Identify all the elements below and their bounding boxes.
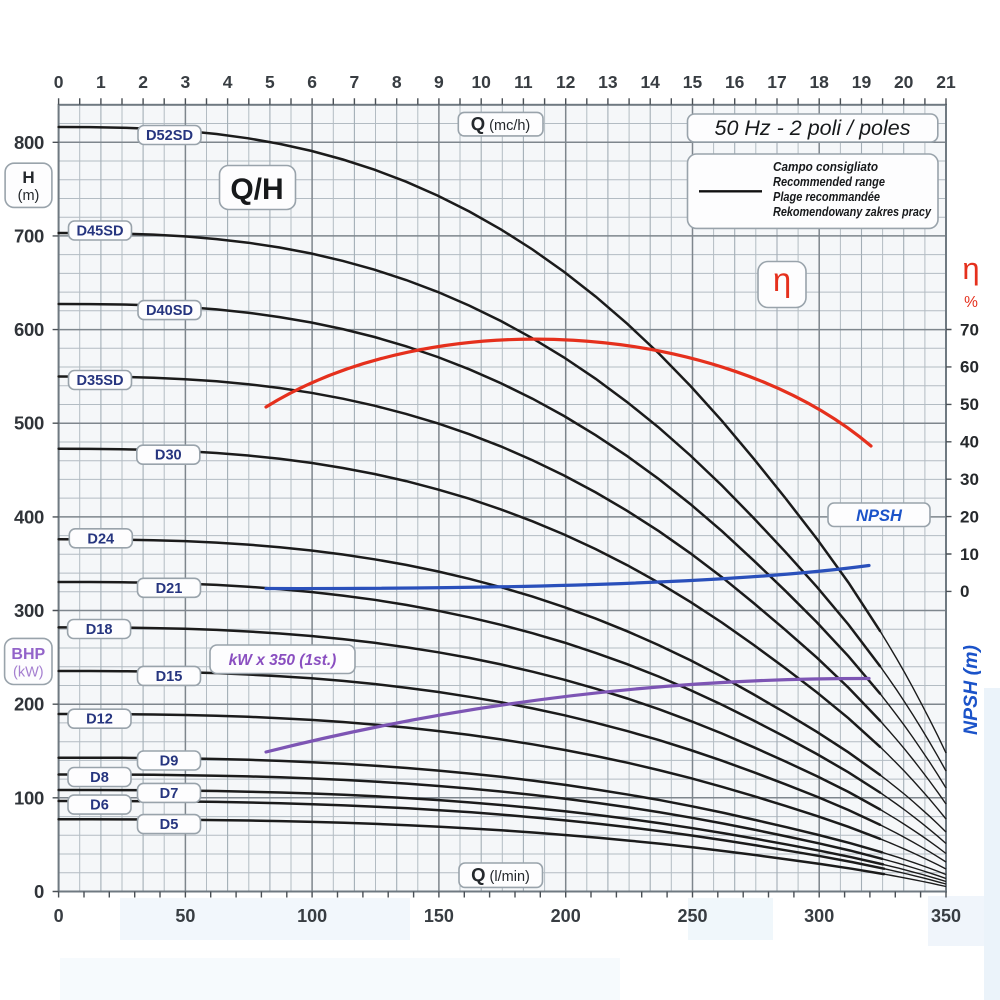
svg-text:0: 0 xyxy=(54,906,64,926)
svg-text:3: 3 xyxy=(181,72,191,92)
svg-text:D15: D15 xyxy=(156,669,183,685)
svg-text:NPSH: NPSH xyxy=(856,507,903,525)
svg-text:5: 5 xyxy=(265,72,275,92)
svg-text:0: 0 xyxy=(54,72,64,92)
svg-text:20: 20 xyxy=(894,72,914,92)
svg-text:Rekomendowany zakres pracy: Rekomendowany zakres pracy xyxy=(773,205,932,219)
svg-text:η: η xyxy=(773,261,791,298)
svg-text:7: 7 xyxy=(350,72,360,92)
svg-text:50: 50 xyxy=(960,395,979,414)
svg-text:D7: D7 xyxy=(160,786,179,802)
svg-text:600: 600 xyxy=(14,319,44,340)
svg-text:D12: D12 xyxy=(86,712,113,728)
svg-text:700: 700 xyxy=(14,225,44,246)
svg-text:50 Hz - 2 poli / poles: 50 Hz - 2 poli / poles xyxy=(715,116,911,140)
svg-text:D9: D9 xyxy=(160,754,179,770)
svg-text:Q (l/min): Q (l/min) xyxy=(471,864,530,885)
svg-text:70: 70 xyxy=(960,320,979,339)
svg-text:(kW): (kW) xyxy=(13,665,44,681)
svg-text:D35SD: D35SD xyxy=(76,373,123,389)
svg-text:30: 30 xyxy=(960,470,979,489)
svg-text:150: 150 xyxy=(424,906,454,926)
svg-text:4: 4 xyxy=(223,72,233,92)
svg-text:8: 8 xyxy=(392,72,402,92)
svg-text:Recommended range: Recommended range xyxy=(773,175,885,189)
svg-text:D5: D5 xyxy=(160,817,179,833)
svg-text:60: 60 xyxy=(960,358,979,377)
svg-text:D30: D30 xyxy=(155,448,182,464)
svg-text:10: 10 xyxy=(960,545,979,564)
svg-text:Plage recommandée: Plage recommandée xyxy=(773,190,880,204)
svg-text:(m): (m) xyxy=(18,188,40,204)
svg-text:D52SD: D52SD xyxy=(146,128,193,144)
svg-text:14: 14 xyxy=(640,72,660,92)
svg-text:100: 100 xyxy=(14,787,44,808)
svg-text:D18: D18 xyxy=(86,622,113,638)
svg-text:11: 11 xyxy=(514,72,533,92)
svg-text:12: 12 xyxy=(556,72,576,92)
svg-text:D45SD: D45SD xyxy=(76,224,123,240)
svg-text:18: 18 xyxy=(809,72,829,92)
svg-text:200: 200 xyxy=(551,906,581,926)
svg-text:2: 2 xyxy=(138,72,148,92)
svg-text:250: 250 xyxy=(677,906,707,926)
svg-text:15: 15 xyxy=(683,72,703,92)
svg-text:Q (mc/h): Q (mc/h) xyxy=(471,113,531,134)
svg-text:D40SD: D40SD xyxy=(146,303,193,319)
svg-text:800: 800 xyxy=(14,132,44,153)
svg-text:D8: D8 xyxy=(90,770,109,786)
svg-text:500: 500 xyxy=(14,413,44,434)
svg-text:NPSH (m): NPSH (m) xyxy=(960,645,982,735)
svg-text:0: 0 xyxy=(34,881,44,902)
svg-text:η: η xyxy=(962,251,979,286)
svg-text:D6: D6 xyxy=(90,798,109,814)
svg-text:17: 17 xyxy=(767,72,786,92)
svg-text:300: 300 xyxy=(14,600,44,621)
svg-text:21: 21 xyxy=(936,72,956,92)
svg-text:6: 6 xyxy=(307,72,317,92)
svg-text:H: H xyxy=(22,168,34,187)
svg-text:20: 20 xyxy=(960,507,979,526)
svg-text:0: 0 xyxy=(960,582,969,601)
svg-text:BHP: BHP xyxy=(11,646,45,663)
svg-text:50: 50 xyxy=(175,906,195,926)
svg-text:D21: D21 xyxy=(156,581,183,597)
svg-text:Q/H: Q/H xyxy=(230,173,283,206)
svg-text:100: 100 xyxy=(297,906,327,926)
svg-text:40: 40 xyxy=(960,433,979,452)
svg-text:D24: D24 xyxy=(87,531,115,547)
svg-text:kW x 350 (1st.): kW x 350 (1st.) xyxy=(229,652,337,669)
svg-text:%: % xyxy=(964,294,978,311)
svg-text:9: 9 xyxy=(434,72,444,92)
svg-text:300: 300 xyxy=(804,906,834,926)
svg-text:400: 400 xyxy=(14,506,44,527)
svg-text:350: 350 xyxy=(931,906,961,926)
svg-text:200: 200 xyxy=(14,694,44,715)
svg-text:10: 10 xyxy=(471,72,491,92)
svg-text:16: 16 xyxy=(725,72,745,92)
svg-text:Campo consigliato: Campo consigliato xyxy=(773,160,878,174)
svg-text:13: 13 xyxy=(598,72,618,92)
svg-text:19: 19 xyxy=(852,72,872,92)
svg-text:1: 1 xyxy=(96,72,106,92)
